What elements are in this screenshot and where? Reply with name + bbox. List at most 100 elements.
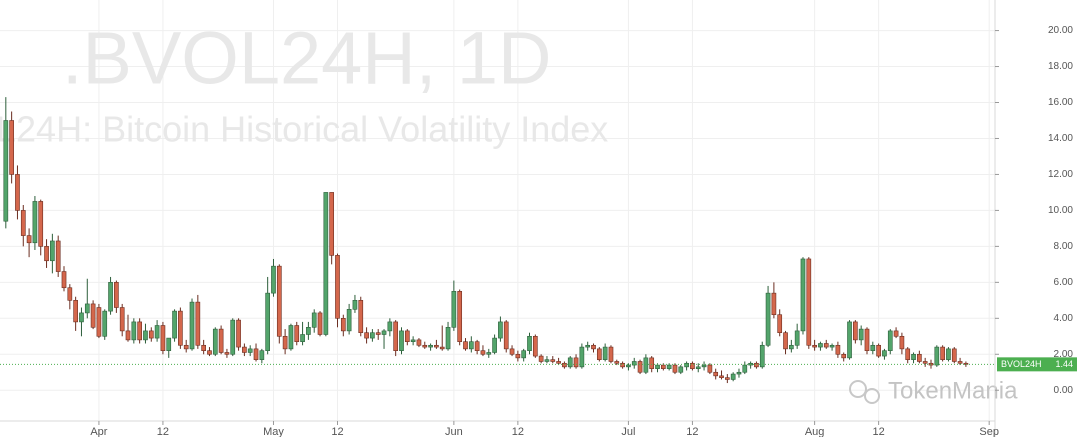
candle-body	[893, 330, 899, 337]
candle-body	[480, 350, 486, 355]
candle-body	[468, 341, 474, 350]
candle-body	[9, 120, 14, 175]
x-tick-label: 12	[331, 426, 343, 437]
candle-body	[375, 332, 381, 335]
candle-body	[352, 300, 358, 310]
candle-body	[765, 292, 771, 346]
candle-body	[306, 327, 311, 335]
candle-body	[212, 328, 218, 355]
candle-body	[800, 258, 806, 332]
candle-body	[917, 353, 922, 362]
candle-body	[818, 343, 823, 348]
candle-body	[242, 346, 247, 353]
candle-body	[527, 335, 532, 351]
brand-icon	[864, 388, 880, 404]
candle-body	[853, 321, 858, 341]
candle-body	[404, 330, 410, 342]
candle-body	[114, 282, 119, 308]
candle-body	[474, 341, 480, 351]
candle-body	[247, 348, 253, 353]
candle-body	[84, 303, 90, 314]
candle-body	[562, 362, 567, 368]
candle-body	[172, 310, 177, 339]
candle-body	[579, 346, 585, 368]
candle-body	[236, 319, 241, 348]
candle-body	[428, 344, 433, 348]
candle-body	[934, 346, 940, 366]
candle-body	[550, 359, 556, 362]
candle-body	[835, 344, 841, 355]
candle-body	[32, 201, 38, 244]
x-tick-label: 12	[512, 426, 524, 437]
candle-body	[271, 265, 276, 294]
x-tick-label: 12	[686, 426, 698, 437]
candle-body	[195, 301, 201, 346]
candle-body	[806, 258, 812, 346]
candle-body	[102, 310, 108, 337]
candle-body	[137, 321, 142, 341]
candle-body	[381, 330, 387, 335]
candle-body	[591, 344, 596, 350]
candle-body	[387, 321, 393, 332]
candle-body	[265, 292, 270, 351]
candle-body	[154, 325, 160, 339]
candle-body	[701, 364, 707, 368]
axes: 0.00 2.00 4.00 6.00 8.00 10.00 12.00 14.00 16.00…	[90, 25, 1077, 437]
candle-body	[759, 344, 765, 368]
candle-body	[829, 344, 835, 348]
x-tick-label: Sep	[979, 426, 999, 437]
candle-body	[771, 292, 777, 316]
candle-body	[294, 325, 300, 342]
candle-body	[887, 330, 893, 351]
candle-body	[707, 364, 713, 373]
candle-body	[719, 375, 724, 378]
candle-body	[626, 364, 631, 368]
candle-body	[951, 348, 957, 362]
brand-icon	[849, 380, 867, 398]
candle-body	[876, 344, 881, 357]
candle-body	[946, 348, 951, 360]
last-price-name: BVOL24H	[1001, 359, 1042, 369]
candle-body	[882, 350, 887, 357]
y-tick-label: 10.00	[1048, 205, 1073, 216]
candle-body	[67, 287, 73, 301]
candle-body	[812, 344, 817, 348]
candle-body	[544, 359, 550, 362]
candle-body	[596, 348, 602, 360]
candle-body	[911, 353, 916, 360]
y-tick-label: 16.00	[1048, 97, 1073, 108]
candle-body	[532, 335, 538, 357]
candle-body	[73, 300, 78, 323]
candle-body	[643, 357, 649, 373]
candle-body	[864, 328, 870, 351]
candle-body	[178, 310, 183, 346]
candle-body	[218, 328, 224, 353]
candle-body	[282, 335, 288, 350]
watermark-subtitle: L24H: Bitcoin Historical Volatility Inde…	[0, 109, 608, 150]
candle-body	[754, 362, 759, 368]
last-price-badge	[997, 357, 1077, 372]
candle-body	[410, 339, 416, 342]
watermark-title: .BVOL24H, 1D	[62, 17, 551, 100]
candle-body	[823, 343, 829, 348]
candle-body	[3, 120, 9, 222]
candle-body	[655, 364, 660, 369]
grid	[0, 0, 995, 421]
x-tick-label: 12	[873, 426, 885, 437]
candle-body	[538, 355, 544, 362]
candle-body	[335, 255, 340, 319]
candle-body	[20, 210, 26, 236]
candle-body	[509, 348, 515, 355]
y-tick-label: 12.00	[1048, 169, 1073, 180]
candle-body	[160, 325, 166, 351]
y-tick-label: 20.00	[1048, 25, 1073, 36]
candle-body	[963, 362, 969, 365]
y-tick-label: 18.00	[1048, 61, 1073, 72]
candle-body	[608, 346, 614, 362]
candle-body	[276, 265, 282, 337]
candle-body	[742, 364, 748, 373]
candle-body	[201, 344, 206, 351]
candle-body	[434, 344, 439, 348]
candle-body	[847, 321, 852, 359]
